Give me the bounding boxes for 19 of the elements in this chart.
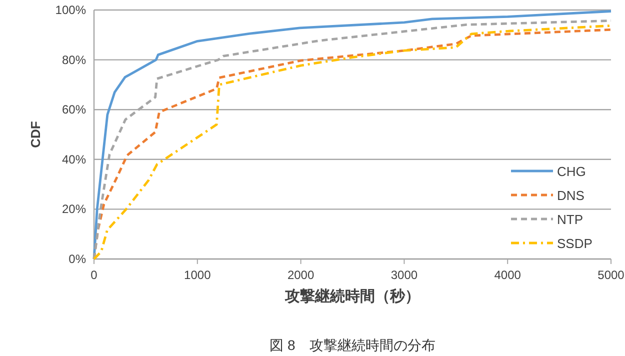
x-tick-label: 2000 [287, 268, 314, 282]
y-tick-label: 0% [68, 252, 86, 266]
legend-label: NTP [557, 212, 583, 227]
x-tick-label: 4000 [494, 268, 522, 282]
x-tick-label: 1000 [184, 268, 212, 282]
y-tick-label: 80% [62, 52, 86, 67]
x-axis-title: 攻撃継続時間（秒） [284, 288, 420, 305]
legend-label: CHG [557, 164, 586, 179]
y-axis-title: CDF [28, 121, 43, 148]
y-tick-label: 40% [62, 152, 86, 166]
caption: 図 8 攻撃継続時間の分布 [270, 337, 436, 353]
y-tick-label: 100% [55, 3, 86, 17]
legend-label: SSDP [557, 236, 592, 251]
x-tick-label: 0 [90, 268, 98, 282]
legend-label: DNS [557, 188, 585, 203]
x-tick-label: 5000 [598, 268, 625, 282]
x-tick-label: 3000 [390, 268, 418, 282]
y-tick-label: 60% [62, 102, 86, 117]
y-tick-label: 20% [62, 202, 86, 216]
